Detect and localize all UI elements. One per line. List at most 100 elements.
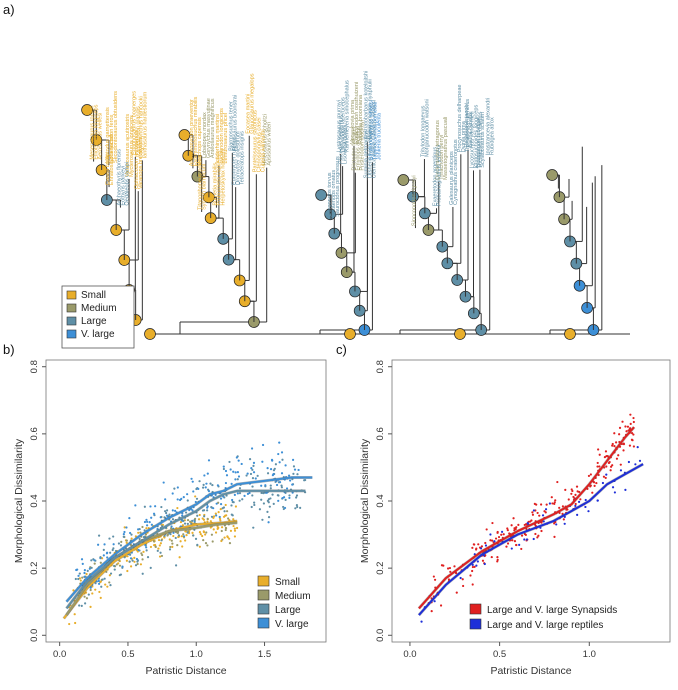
legend-swatch [257,589,270,601]
tree-tip-label: Ictidorhinus martinsi [215,114,221,164]
tree-tip-label: Australobarbarus kotelnitshi [363,71,369,140]
data-point [540,529,543,533]
data-point [531,511,534,514]
data-point [149,505,152,508]
data-point [613,445,616,448]
data-point [233,493,236,497]
data-point [171,492,174,495]
tree-tip-label: Archaeosyodon praeventor [189,99,195,166]
data-point [602,475,606,478]
data-point [179,540,182,543]
data-point [209,482,212,485]
data-point [493,540,496,543]
tree-tip-label: Secodontosaurus obtusidens [113,91,119,163]
data-point [112,543,115,546]
data-point [532,509,536,512]
tree-tip-label: Morganucodon watsoni [424,99,430,157]
tree-node [81,104,93,116]
data-point [523,538,526,541]
data-point [83,569,86,572]
data-point [186,531,189,534]
data-point [227,517,230,520]
data-point [262,492,265,495]
data-point [101,578,104,581]
tree-tip-label: Exaeretodon argentinus [432,147,438,207]
data-point [238,487,242,490]
data-point [161,525,164,528]
data-point [140,552,143,555]
tree-tip-label: Lisowicia bojani [343,125,349,164]
data-point [515,526,518,529]
data-point [210,506,213,509]
data-point [479,547,483,550]
data-point [449,570,452,573]
data-point [232,524,235,528]
series-line [65,521,238,616]
panel-c-label: c) [336,342,347,357]
data-point [209,520,212,523]
data-point [243,494,246,498]
data-point [476,560,479,563]
tree-tip-label: Varanops brevirostris [138,137,144,190]
data-point [261,518,264,521]
data-point [622,442,625,445]
data-point [176,498,179,501]
data-point [143,535,147,538]
tree-tip-label: Thrinaxodon liorhinus [465,99,471,153]
tree-legend-label: Medium [81,303,117,314]
data-point [627,460,630,464]
data-point [122,533,125,536]
tree-tip-label: Ennatosaurus tecton [109,134,115,185]
tree-tip-label: Elliotsmithia longiceps [94,104,100,159]
data-point [100,585,103,588]
data-point [79,579,82,582]
data-point [248,457,252,461]
data-point [201,534,204,538]
tree-tip-label: Estemmenosuchus mirabilis [193,96,199,166]
data-point [291,478,294,481]
y-tick-label: 0.4 [375,494,386,507]
tree-tip-label: Diictodon feliceps [351,127,357,171]
data-point [250,467,253,470]
data-point [608,460,611,464]
data-point [266,510,269,513]
data-point [598,465,601,468]
data-point [219,519,222,522]
data-point [169,520,173,523]
data-point [622,449,625,452]
data-point [83,571,86,575]
data-point [192,534,195,537]
tree-tip-label: Sauroctonus progressus [335,156,341,217]
data-point [89,588,92,592]
data-point [538,514,541,517]
data-point [108,581,111,584]
data-point [136,562,139,566]
series-line [418,463,644,616]
data-point [272,502,275,505]
data-point [154,545,157,549]
y-tick-label: 0.0 [29,629,40,642]
tree-tip-label: Ophiacodon retroversus [134,129,140,189]
data-point [564,488,567,491]
data-point [224,481,228,485]
data-point [174,536,177,540]
data-point [156,528,159,531]
tree-tip-label: Lobalopex mordax [202,112,208,158]
data-point [93,559,96,562]
data-point [433,578,437,581]
data-point [271,493,274,496]
data-point [191,480,194,483]
data-point [455,591,458,594]
data-point [153,540,156,543]
data-point [558,506,561,509]
data-point [141,558,144,561]
data-point [146,556,150,559]
tree-tip-label: Trirachodon berryi [439,135,445,180]
tree-tip-label: Dvinia prima [461,120,467,152]
data-point [291,491,294,494]
data-point [206,506,209,509]
data-point [108,537,111,540]
data-point [235,456,238,459]
tree-tip-label: Sinoconodon rigneyi [411,175,417,226]
